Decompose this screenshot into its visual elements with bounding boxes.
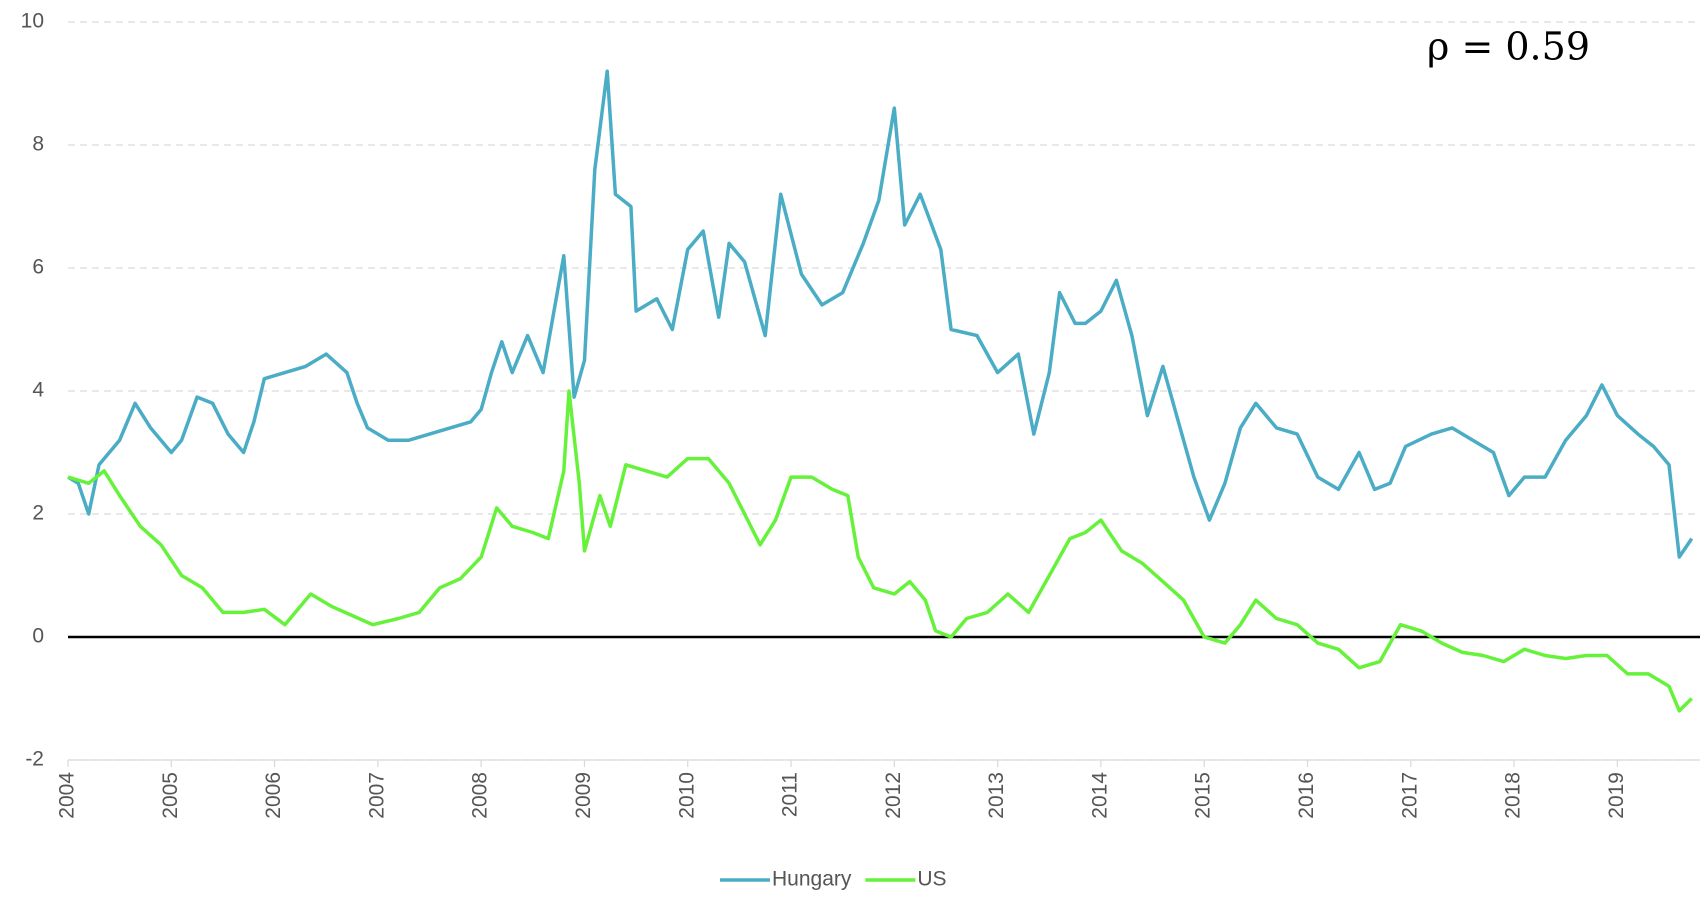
x-tick-label: 2006 [262,772,285,819]
x-tick-label: 2004 [56,772,79,819]
x-tick-label: 2010 [675,772,698,819]
x-tick-label: 2014 [1088,772,1111,819]
legend-label: US [917,868,946,891]
x-tick-label: 2018 [1502,772,1525,819]
x-tick-label: 2007 [365,772,388,819]
x-tick-label: 2012 [882,772,905,819]
x-tick-label: 2009 [572,772,595,819]
y-tick-label: -2 [25,748,44,771]
y-tick-label: 6 [32,256,44,279]
y-tick-label: 2 [32,502,44,525]
x-tick-label: 2017 [1398,772,1421,819]
y-tick-label: 4 [32,379,44,402]
x-tick-label: 2016 [1295,772,1318,819]
series-line [67,69,1694,559]
x-tick-label: 2005 [159,772,182,819]
x-tick-label: 2013 [985,772,1008,819]
x-tick-label: 2011 [779,772,802,817]
y-tick-label: 8 [32,133,44,156]
legend-label: Hungary [772,868,852,891]
x-tick-label: 2019 [1605,772,1628,819]
x-tick-label: 2015 [1192,772,1215,819]
y-tick-label: 0 [32,625,44,648]
series-line [67,389,1693,713]
y-tick-label: 10 [21,10,44,33]
x-tick-label: 2008 [469,772,492,819]
annotation: ρ = 0.59 [1427,25,1590,69]
